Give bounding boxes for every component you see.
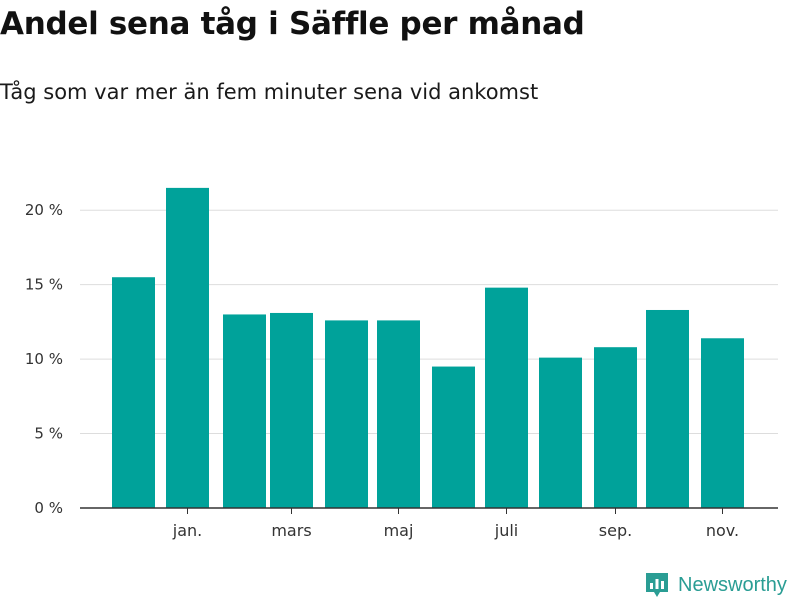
bar-juli[interactable] bbox=[485, 287, 528, 508]
bar-maj[interactable] bbox=[377, 320, 420, 508]
bar-juni[interactable] bbox=[432, 366, 475, 508]
brand-logo[interactable]: Newsworthy bbox=[644, 570, 787, 600]
bars bbox=[112, 187, 744, 508]
y-tick-label: 0 % bbox=[34, 499, 63, 517]
bar-feb[interactable] bbox=[223, 314, 266, 508]
bar-aug[interactable] bbox=[539, 357, 582, 508]
x-tick-label: mars bbox=[271, 521, 311, 540]
bar-dec[interactable] bbox=[112, 277, 155, 508]
brand-name: Newsworthy bbox=[678, 573, 787, 596]
bar-jan[interactable] bbox=[166, 187, 209, 508]
y-tick-label: 20 % bbox=[25, 201, 63, 219]
newsworthy-logo-icon bbox=[646, 573, 668, 597]
bar-apr[interactable] bbox=[325, 320, 368, 508]
chart-title: Andel sena tåg i Säffle per månad bbox=[0, 6, 585, 42]
y-tick-label: 15 % bbox=[25, 276, 63, 294]
y-tick-label: 5 % bbox=[34, 425, 63, 443]
bar-okt[interactable] bbox=[646, 309, 689, 508]
x-tick-label: nov. bbox=[706, 521, 739, 540]
x-tick-label: sep. bbox=[599, 521, 632, 540]
bar-sep[interactable] bbox=[594, 347, 637, 508]
y-tick-label: 10 % bbox=[25, 350, 63, 368]
x-axis-labels: jan. mars maj juli sep. nov. bbox=[172, 521, 739, 540]
x-tick-label: juli bbox=[494, 521, 518, 540]
x-axis bbox=[80, 507, 778, 514]
x-tick-label: maj bbox=[384, 521, 414, 540]
bar-mars[interactable] bbox=[270, 312, 313, 508]
chart-subtitle: Tåg som var mer än fem minuter sena vid … bbox=[0, 80, 539, 104]
bar-nov[interactable] bbox=[701, 338, 744, 508]
x-tick-label: jan. bbox=[172, 521, 202, 540]
y-axis-labels: 0 % 5 % 10 % 15 % 20 % bbox=[25, 201, 63, 517]
